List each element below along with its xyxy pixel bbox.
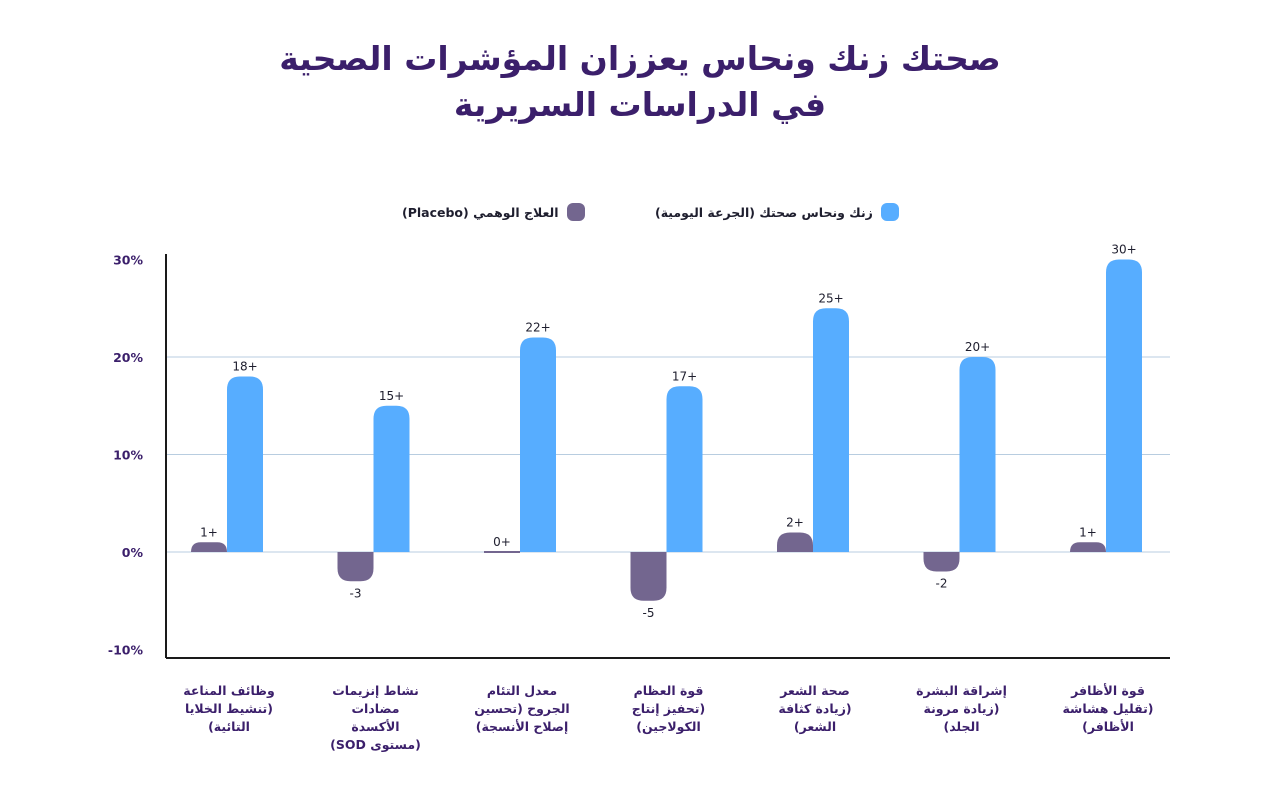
bar-zinc: [666, 386, 703, 552]
bar-zinc: [520, 337, 556, 552]
x-tick-label: (تحفيز إنتاج: [632, 701, 705, 716]
x-tick-label: إصلاح الأنسجة): [476, 719, 569, 734]
data-label-placebo: -2: [936, 577, 948, 591]
data-label-placebo: 1+: [200, 525, 218, 539]
x-tick-label: الشعر): [794, 719, 836, 734]
data-label-placebo: 2+: [786, 516, 804, 530]
x-tick-label: نشاط إنزيمات: [332, 683, 419, 698]
bar-placebo: [777, 532, 813, 552]
chart-title-line-1: صحتك زنك ونحاس يعززان المؤشرات الصحية: [279, 39, 1001, 78]
x-tick-label: الأكسدة: [351, 719, 399, 734]
bar-zinc: [373, 405, 410, 552]
x-tick-label: إشراقة البشرة: [916, 683, 1007, 698]
y-tick-label: 0%: [122, 545, 144, 560]
bar-zinc: [1106, 259, 1142, 552]
x-tick-label: الجلد): [943, 719, 979, 734]
data-label-zinc: 22+: [525, 321, 550, 335]
legend-label-zinc: زنك ونحاس صحتك (الجرعة اليومية): [655, 204, 873, 220]
y-tick-label: 20%: [113, 350, 143, 365]
bar-placebo: [630, 552, 667, 601]
legend-item-placebo: العلاج الوهمي (Placebo): [402, 203, 585, 221]
bar-placebo: [484, 551, 520, 553]
data-label-zinc: 15+: [379, 389, 404, 403]
data-label-placebo: 0+: [493, 535, 511, 549]
x-tick-label: الأظافر): [1082, 719, 1134, 734]
x-tick-label: (تقليل هشاشة: [1062, 701, 1153, 716]
x-tick-label: (زيادة كثافة: [778, 701, 851, 716]
bar-zinc: [813, 308, 849, 552]
x-tick-label: التائية): [208, 719, 250, 734]
x-tick-label: صحة الشعر: [779, 683, 850, 698]
x-tick-label: الكولاجين): [636, 719, 700, 734]
chart-title-line-2: في الدراسات السريرية: [453, 85, 827, 124]
x-tick-label: الجروح (تحسين: [474, 701, 569, 716]
data-label-zinc: 30+: [1111, 243, 1136, 257]
data-label-placebo: -5: [643, 606, 655, 620]
x-tick-label: قوة العظام: [634, 683, 704, 699]
y-tick-label: -10%: [108, 643, 144, 658]
x-tick-label: (تنشيط الخلايا: [185, 701, 273, 716]
bar-zinc: [959, 357, 996, 552]
bar-placebo: [337, 552, 374, 582]
bar-placebo: [1070, 542, 1106, 552]
chart-title: صحتك زنك ونحاس يعززان المؤشرات الصحية في…: [0, 36, 1280, 128]
data-label-zinc: 20+: [965, 340, 990, 354]
data-label-zinc: 18+: [232, 360, 257, 374]
y-tick-label: 30%: [113, 253, 143, 268]
data-label-placebo: 1+: [1079, 525, 1097, 539]
bar-placebo: [923, 552, 960, 572]
legend-swatch-zinc: [880, 203, 899, 221]
x-tick-label: وظائف المناعة: [183, 683, 274, 698]
x-tick-label: (مستوى SOD): [330, 737, 421, 752]
legend-swatch-placebo: [566, 203, 585, 221]
legend-label-placebo: العلاج الوهمي (Placebo): [402, 204, 559, 220]
bar-placebo: [191, 542, 227, 552]
data-label-placebo: -3: [350, 586, 362, 600]
x-tick-label: (زيادة مرونة: [923, 701, 999, 716]
data-label-zinc: 17+: [672, 369, 697, 383]
legend-item-zinc: زنك ونحاس صحتك (الجرعة اليومية): [655, 203, 899, 221]
x-tick-label: مضادات: [351, 701, 399, 716]
x-tick-label: معدل التئام: [487, 683, 557, 699]
x-tick-label: قوة الأظافر: [1070, 683, 1145, 698]
y-tick-label: 10%: [113, 448, 143, 463]
bar-zinc: [227, 376, 263, 552]
data-label-zinc: 25+: [818, 291, 843, 305]
